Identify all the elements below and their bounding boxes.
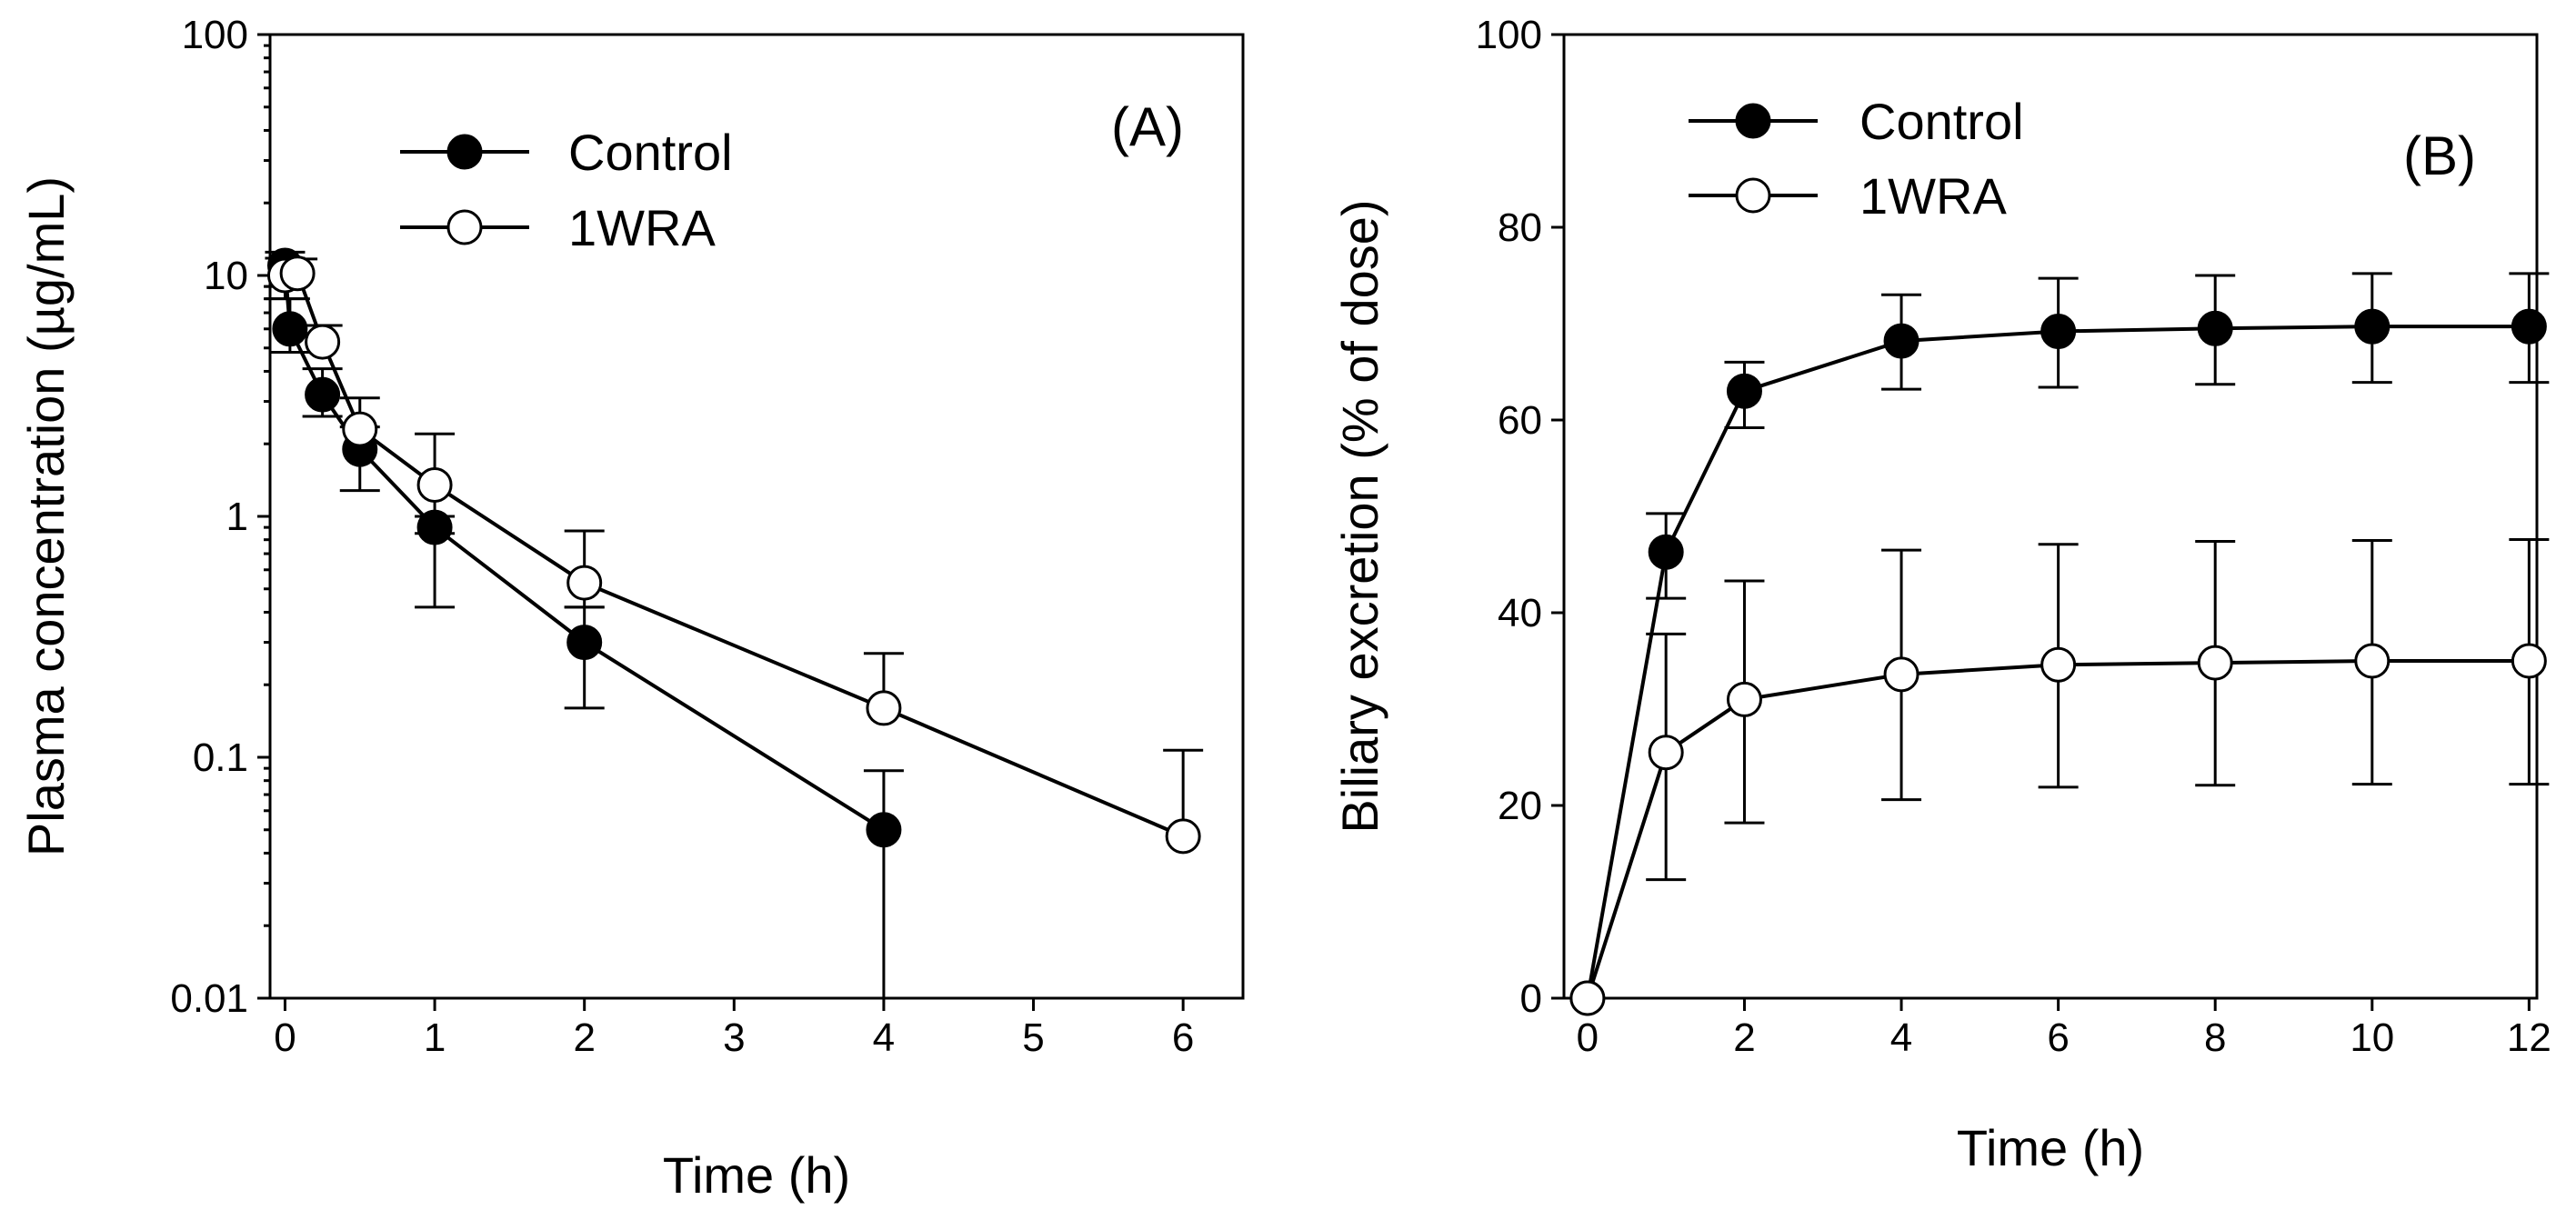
panel-b-1wra-point [2040,646,2077,683]
panel-a-1wra-point [279,255,316,292]
panel-a-y-tick-label: 10 [204,254,248,298]
panel-a-data [265,247,1204,998]
panel-b-1wra-point [1883,656,1919,693]
panel-b-1wra-point [2197,645,2233,681]
panel-b-1wra-point [2354,643,2391,679]
panel-a-x-tick-label: 6 [1172,1015,1194,1060]
panel-b-legend-1wra-marker [1735,177,1771,214]
panel-a-legend: Control 1WRA [400,124,733,256]
panel-b-label: (B) [2403,125,2476,186]
panel-b-x-tick-label: 10 [2350,1015,2394,1060]
panel-a-label: (A) [1111,96,1184,157]
panel-a-y-axis-label: Plasma concentration (µg/mL) [17,176,75,856]
panel-b-plot-frame [1562,33,2539,1000]
panel-b-y-tick-label: 20 [1498,784,1542,828]
panel-a-1wra-point [1165,818,1201,855]
panel-b-1wra-point [1648,735,1684,771]
panel-a-1wra-point [866,690,902,726]
panel-b-y-tick-label: 0 [1520,976,1542,1021]
panel-a-y-tick-label: 100 [182,13,248,57]
panel-a-control-point [272,311,308,347]
panel-b-control-point [2354,308,2391,345]
panel-b-y-axis-label: Biliary excretion (% of dose) [1331,199,1388,833]
panel-b-x-axis-label: Time (h) [1957,1119,2144,1176]
panel-a-legend-1wra-marker [446,209,483,245]
panel-b-x-tick-label: 0 [1577,1015,1599,1060]
panel-b-y-tick-label: 60 [1498,398,1542,443]
panel-b-1wra-point [2511,643,2547,679]
panel-b-y-tick-label: 100 [1476,13,1542,57]
panel-b-control-point [1883,323,1919,359]
panel-b-legend-control-label: Control [1859,93,2024,150]
panel-a-legend-control-label: Control [568,124,733,181]
panel-b-1wra-point [1569,980,1606,1016]
panel-b-control-line [1585,325,2530,999]
panel-a-1wra-point [416,466,453,503]
panel-a-1wra-point [342,411,378,447]
panel-a-ticks: 0 1 2 3 4 5 6 0.01 0.1 1 10 100 [170,13,1194,1060]
panel-b-x-tick-label: 2 [1733,1015,1755,1060]
panel-b-ticks: 0 2 4 6 8 10 12 0 20 40 60 80 100 [1476,13,2551,1060]
panel-a-x-tick-label: 1 [424,1015,446,1060]
panel-b-y-tick-label: 40 [1498,591,1542,635]
panel-b-y-tick-label: 80 [1498,205,1542,250]
panel-b: 0 2 4 6 8 10 12 0 20 40 60 80 100 Time (h) Biliary e… [1331,13,2551,1176]
panel-b-control-point [2040,313,2077,349]
panel-b-legend-1wra-label: 1WRA [1859,167,2007,225]
panel-a-y-tick-label: 0.01 [170,976,248,1021]
panel-a-1wra-point [566,565,603,601]
panel-b-x-tick-label: 12 [2507,1015,2551,1060]
panel-a-legend-1wra-label: 1WRA [568,199,716,256]
panel-b-control-point [2511,308,2547,345]
panel-b-control-point [2197,310,2233,346]
panel-a-y-tick-label: 1 [226,495,248,539]
panel-b-x-tick-label: 6 [2047,1015,2069,1060]
panel-a-1wra-point [305,324,341,360]
panel-b-x-tick-label: 8 [2204,1015,2226,1060]
panel-a: 0 1 2 3 4 5 6 0.01 0.1 1 10 100 Time (h) Plasma con… [17,13,1245,1204]
panel-a-y-tick-label: 0.1 [193,735,248,780]
panel-a-x-tick-label: 5 [1022,1015,1044,1060]
panel-b-legend-control-marker [1735,103,1771,139]
panel-a-legend-control-marker [446,134,483,170]
panel-a-x-tick-label: 2 [573,1015,595,1060]
panel-a-control-point [866,812,902,848]
panel-a-control-point [566,625,603,661]
panel-b-control-point [1648,534,1684,570]
panel-b-control-point [1726,373,1762,409]
panel-a-x-tick-label: 3 [723,1015,745,1060]
panel-a-control-point [305,376,341,413]
panel-b-x-tick-label: 4 [1890,1015,1912,1060]
panel-a-x-axis-label: Time (h) [663,1146,850,1204]
panel-a-x-tick-label: 0 [274,1015,296,1060]
panel-a-x-tick-label: 4 [873,1015,895,1060]
panel-b-data [1569,272,2550,1016]
panel-b-legend: Control 1WRA [1689,93,2024,225]
panel-b-1wra-point [1726,681,1762,717]
